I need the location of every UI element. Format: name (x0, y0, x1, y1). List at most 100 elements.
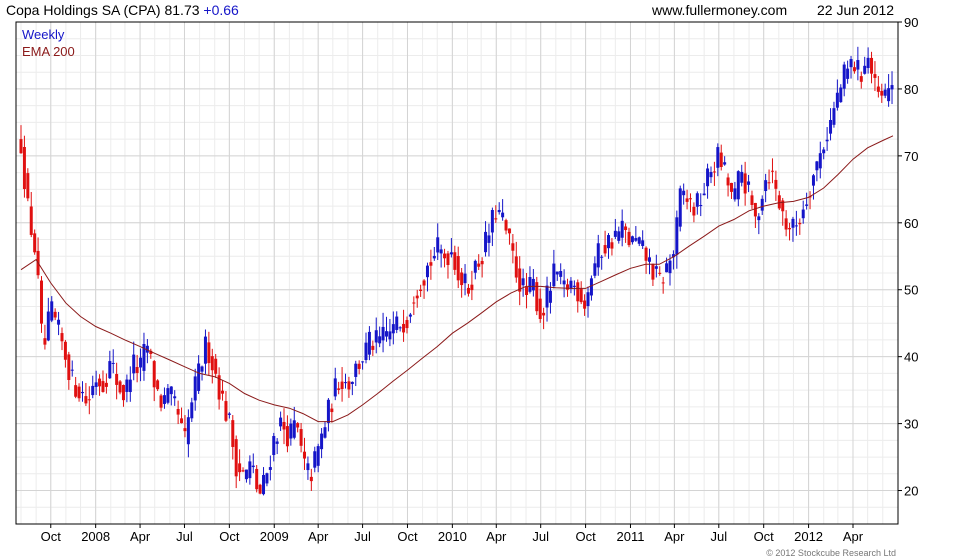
candle-body (63, 341, 67, 360)
candle-body (743, 173, 747, 194)
candle (507, 228, 511, 245)
candle (654, 254, 658, 278)
candle-body (729, 182, 733, 192)
candle (716, 143, 720, 177)
candle-body (822, 149, 826, 154)
candle-body (446, 253, 450, 266)
x-tick-label: 2011 (616, 529, 644, 544)
candle (764, 173, 768, 203)
candle (80, 381, 84, 402)
candle (121, 384, 125, 407)
candle (33, 229, 37, 255)
candle-body (825, 139, 829, 142)
candle-body (791, 218, 795, 228)
candle-body (303, 451, 307, 459)
candle (774, 170, 778, 201)
candle (634, 226, 638, 242)
candle (364, 332, 368, 364)
candle (661, 276, 665, 294)
candle (753, 202, 757, 228)
candle-body (405, 320, 409, 329)
candle (583, 294, 587, 316)
candle (463, 264, 467, 296)
candle-body (661, 282, 665, 284)
candle-body (197, 363, 201, 391)
candle-body (43, 338, 47, 345)
candle-body (617, 231, 621, 241)
candle-body (419, 289, 423, 292)
candle (402, 309, 406, 342)
candle (695, 191, 699, 215)
candle (279, 411, 283, 431)
candle-body (876, 86, 880, 92)
candle-body (50, 301, 54, 321)
copyright-notice: © 2012 Stockcube Research Ltd (766, 548, 896, 558)
candle-body (227, 413, 231, 415)
candle (180, 407, 184, 424)
candle (87, 386, 91, 415)
candle (815, 160, 819, 182)
candle-body (624, 226, 628, 231)
candle (736, 170, 740, 207)
candle (791, 216, 795, 242)
candle (589, 275, 593, 301)
candle (337, 381, 341, 395)
candle-body (665, 263, 669, 273)
candle-body (668, 260, 672, 274)
candle-body (408, 314, 412, 317)
candle-body (863, 65, 867, 74)
candle-body (607, 235, 611, 249)
candle (825, 127, 829, 151)
candle-body (26, 173, 30, 199)
candle-body (463, 273, 467, 284)
candle (285, 415, 289, 453)
candle-body (367, 331, 371, 355)
candle-body (180, 418, 184, 424)
candle-body (562, 280, 566, 285)
candle (408, 312, 412, 323)
candle-body (183, 428, 187, 432)
candle-body (364, 342, 368, 361)
candle-body (589, 278, 593, 296)
candle-body (859, 76, 863, 82)
candle (125, 374, 129, 403)
source-site[interactable]: www.fullermoney.com (652, 2, 788, 18)
candle (371, 340, 375, 357)
candle-body (842, 64, 846, 89)
candle (890, 71, 894, 105)
candle (562, 269, 566, 298)
candle (384, 316, 388, 342)
candle-body (22, 146, 26, 190)
candle-body (753, 202, 757, 217)
candle (477, 254, 481, 271)
candle (767, 169, 771, 190)
candle (361, 361, 365, 370)
candle (63, 339, 67, 368)
candle (101, 370, 105, 393)
candle-body (248, 461, 252, 479)
candle-body (750, 195, 754, 205)
candle (152, 360, 156, 402)
candle-body (166, 388, 170, 403)
candle (190, 397, 194, 423)
candle-body (152, 361, 156, 388)
candle (323, 421, 327, 439)
candle-body (159, 395, 163, 408)
candle (842, 61, 846, 97)
candle (39, 276, 43, 333)
candle-body (255, 468, 259, 490)
candle-body (87, 399, 91, 401)
candle (610, 238, 614, 256)
chart-date: 22 Jun 2012 (817, 2, 895, 18)
candle (620, 209, 624, 247)
candle (238, 449, 242, 482)
candle-body (316, 446, 320, 466)
candle-body (108, 361, 112, 379)
candle (381, 312, 385, 353)
candle (91, 375, 95, 399)
price-change: +0.66 (203, 2, 239, 18)
candle (818, 141, 822, 179)
x-tick-label: Apr (664, 529, 685, 544)
x-tick-label: Jul (710, 529, 727, 544)
candle-body (545, 285, 549, 308)
